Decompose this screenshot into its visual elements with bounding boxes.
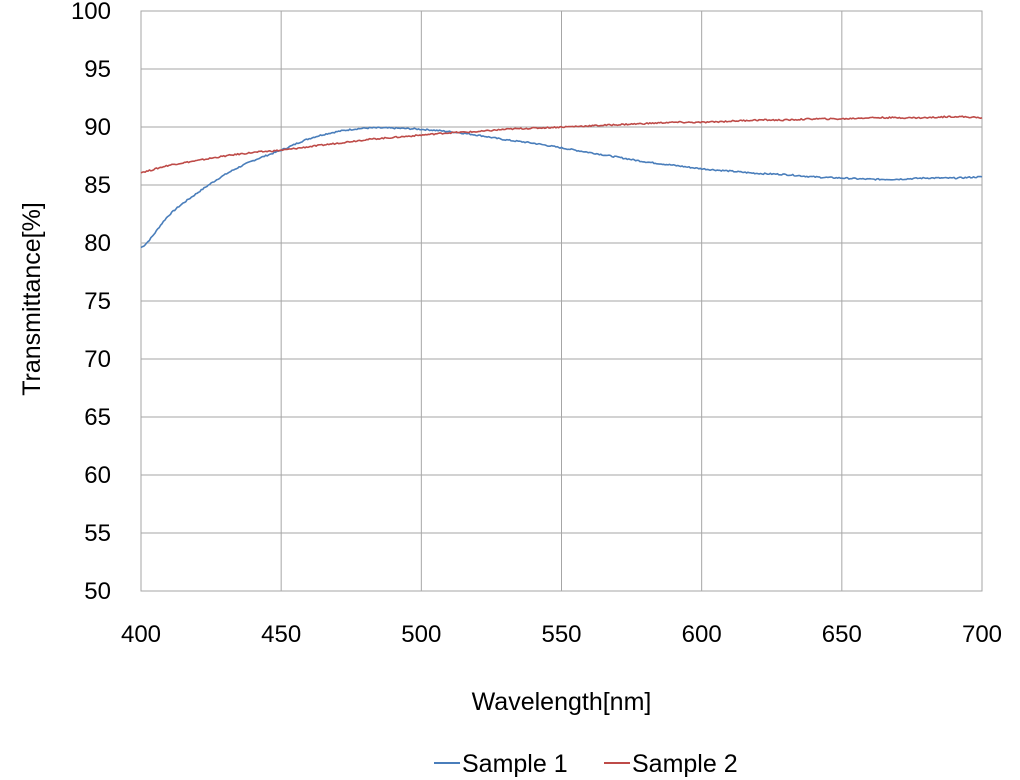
y-tick-label: 70 <box>84 346 111 373</box>
legend-label-sample-2: Sample 2 <box>632 750 738 778</box>
y-tick-label: 55 <box>84 520 111 547</box>
x-axis-title: Wavelength[nm] <box>472 688 652 716</box>
series-line-sample-2 <box>140 115 983 174</box>
y-tick-label: 95 <box>84 56 111 83</box>
y-tick-label: 60 <box>84 462 111 489</box>
x-tick-label: 550 <box>541 621 581 648</box>
x-tick-label: 400 <box>121 621 161 648</box>
y-axis-title: Transmittance[%] <box>18 202 46 396</box>
x-tick-label: 600 <box>682 621 722 648</box>
y-tick-label: 50 <box>84 578 111 605</box>
x-tick-label: 700 <box>962 621 1002 648</box>
y-tick-label: 80 <box>84 230 111 257</box>
x-tick-label: 500 <box>401 621 441 648</box>
y-tick-label: 100 <box>71 0 111 25</box>
x-tick-label: 650 <box>822 621 862 648</box>
x-tick-labels: 400 450 500 550 600 650 700 <box>121 621 1002 648</box>
y-tick-label: 65 <box>84 404 111 431</box>
y-tick-label: 85 <box>84 172 111 199</box>
x-tick-label: 450 <box>261 621 301 648</box>
plot-area-border <box>140 10 983 592</box>
y-tick-labels: 50 55 60 65 70 75 80 85 90 95 100 <box>71 0 111 605</box>
legend-label-sample-1: Sample 1 <box>462 750 568 778</box>
legend: Sample 1 Sample 2 <box>434 750 738 778</box>
y-tick-label: 90 <box>84 114 111 141</box>
series-layer <box>140 115 983 249</box>
y-tick-label: 75 <box>84 288 111 315</box>
